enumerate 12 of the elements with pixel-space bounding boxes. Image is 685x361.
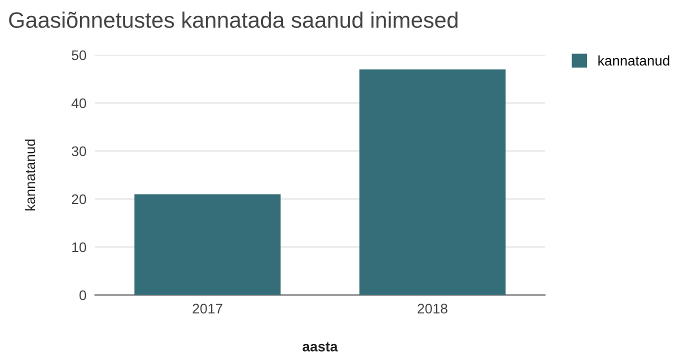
y-tick-label: 30 [72, 146, 86, 156]
chart-title: Gaasiõnnetustes kannatada saanud inimesed [9, 12, 458, 28]
legend-label: kannatanud [598, 55, 670, 66]
x-tick-label: 2018 [418, 304, 448, 314]
y-tick-label: 40 [72, 98, 86, 108]
y-tick-label: 0 [79, 290, 86, 300]
y-tick-label: 20 [72, 194, 86, 204]
y-axis-title: kannatanud [24, 140, 36, 210]
y-tick-label: 10 [72, 242, 86, 252]
y-tick-label: 50 [72, 50, 86, 60]
x-axis-title: aasta [302, 342, 338, 352]
x-tick-label: 2017 [192, 304, 222, 314]
